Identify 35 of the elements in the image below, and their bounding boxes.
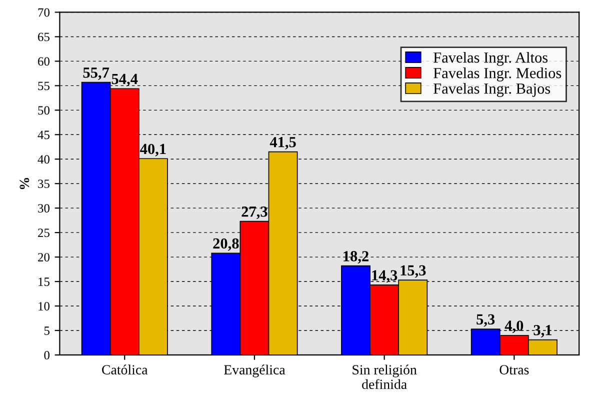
x-tick-label: Católica: [102, 364, 148, 374]
data-label: 54,4: [112, 74, 138, 86]
data-label: 27,3: [242, 206, 268, 220]
data-label: 15,3: [400, 265, 426, 278]
y-tick-label: 40: [38, 155, 50, 164]
data-label: 40,1: [140, 144, 166, 156]
data-label: 14,3: [372, 270, 398, 283]
y-tick-label: 65: [38, 32, 50, 42]
y-tick-label: 25: [38, 228, 50, 238]
y-tick-label: 15: [38, 278, 50, 286]
legend-label: Favelas Ingr. Bajos: [434, 83, 550, 97]
y-tick-label: 60: [38, 57, 50, 66]
y-tick-label: 35: [38, 180, 50, 188]
data-label: 41,5: [270, 137, 296, 150]
legend-label: Favelas Ingr. Medios: [434, 67, 562, 82]
data-label: 3,1: [534, 325, 552, 338]
y-tick-label: 50: [38, 106, 50, 115]
y-tick-label: 55: [38, 82, 50, 90]
y-tick-label: 20: [38, 253, 50, 262]
y-tick-label: 45: [38, 130, 50, 140]
data-label: 55,7: [83, 68, 110, 80]
y-tick-label: 70: [38, 8, 50, 17]
x-tick-label: Otras: [500, 365, 529, 374]
x-tick-label: Sin religión definida: [352, 364, 417, 390]
data-label: 4,0: [504, 320, 524, 334]
y-axis-title: %: [20, 178, 30, 190]
y-tick-label: 10: [38, 302, 50, 310]
legend-label: Favelas Ingr. Altos: [434, 52, 548, 66]
y-tick-label: 0: [44, 350, 50, 360]
y-tick-label: 5: [44, 326, 50, 335]
data-label: 20,8: [213, 238, 239, 251]
data-label: 5,3: [476, 314, 495, 327]
y-tick-label: 30: [38, 204, 50, 213]
x-tick-label: Evangélica: [224, 364, 286, 378]
data-label: 18,2: [344, 251, 368, 264]
